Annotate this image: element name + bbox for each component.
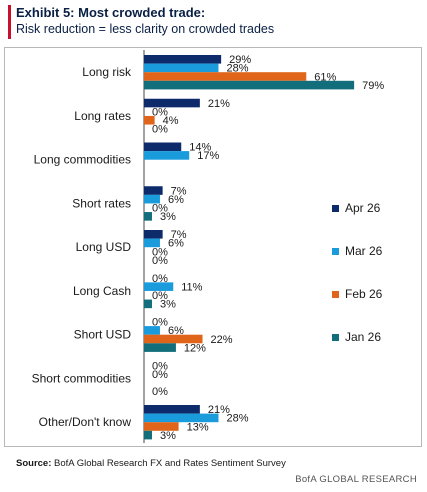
value-label-short-rates-jan-26: 3% — [160, 211, 176, 223]
value-label-long-commodities-mar-26: 17% — [197, 150, 219, 162]
value-label-long-cash-jan-26: 3% — [160, 299, 176, 311]
bar-short-usd-mar-26 — [144, 326, 160, 335]
bar-short-rates-jan-26 — [144, 212, 152, 221]
bar-long-commodities-apr-26 — [144, 142, 182, 152]
value-label-short-usd-feb-26: 22% — [211, 334, 233, 346]
value-label-other-don-t-know-jan-26: 3% — [160, 430, 176, 442]
category-label-other-don-t-know: Other/Don't know — [39, 415, 132, 429]
value-label-long-usd-feb-26: 0% — [152, 246, 168, 258]
legend-label-feb-26: Feb 26 — [345, 287, 383, 301]
bar-long-usd-mar-26 — [144, 238, 160, 248]
value-label-long-cash-apr-26: 0% — [152, 273, 168, 285]
title-accent-bar — [8, 5, 11, 39]
value-label-long-risk-apr-26: 29% — [229, 54, 251, 66]
legend-label-mar-26: Mar 26 — [345, 244, 383, 258]
source-note: Source: BofA Global Research FX and Rate… — [16, 458, 286, 469]
chart-subtitle: Risk reduction = less clarity on crowded… — [16, 22, 275, 36]
bar-long-risk-apr-26 — [144, 55, 222, 64]
bar-other-don-t-know-apr-26 — [144, 405, 200, 414]
category-label-short-usd: Short USD — [74, 328, 132, 342]
value-label-short-usd-mar-26: 6% — [168, 325, 184, 337]
value-label-long-risk-mar-26: 28% — [226, 63, 248, 75]
bar-long-risk-feb-26 — [144, 72, 307, 81]
bar-long-risk-jan-26 — [144, 80, 355, 90]
value-label-long-rates-feb-26: 4% — [163, 115, 179, 127]
value-label-short-commodities-apr-26: 0% — [152, 360, 168, 372]
value-label-short-commodities-mar-26: 0% — [152, 369, 168, 381]
bar-long-commodities-mar-26 — [144, 151, 190, 160]
value-label-long-risk-jan-26: 79% — [362, 80, 384, 92]
legend-swatch-feb-26 — [332, 291, 339, 298]
bar-long-cash-mar-26 — [144, 282, 174, 291]
bar-long-cash-jan-26 — [144, 299, 152, 309]
value-label-other-don-t-know-feb-26: 13% — [187, 421, 209, 433]
value-label-long-rates-mar-26: 0% — [152, 106, 168, 118]
brand-label: BofA GLOBAL RESEARCH — [295, 474, 417, 485]
value-label-long-rates-jan-26: 0% — [152, 124, 168, 136]
chart-title: Exhibit 5: Most crowded trade: — [16, 5, 206, 20]
bar-other-don-t-know-mar-26 — [144, 413, 219, 423]
bar-long-risk-mar-26 — [144, 63, 219, 73]
legend-swatch-apr-26 — [332, 205, 339, 212]
value-label-short-rates-mar-26: 6% — [168, 194, 184, 206]
chart-frame — [4, 47, 422, 447]
value-label-long-usd-apr-26: 7% — [171, 229, 187, 241]
bar-long-usd-apr-26 — [144, 230, 163, 239]
legend-swatch-jan-26 — [332, 334, 339, 341]
category-label-long-usd: Long USD — [76, 240, 132, 254]
value-label-long-usd-jan-26: 0% — [152, 255, 168, 267]
legend-label-apr-26: Apr 26 — [345, 201, 381, 215]
value-label-long-rates-apr-26: 21% — [208, 98, 230, 110]
value-label-long-usd-mar-26: 6% — [168, 238, 184, 250]
source-text: BofA Global Research FX and Rates Sentim… — [54, 458, 286, 469]
value-label-short-rates-apr-26: 7% — [171, 185, 187, 197]
value-label-other-don-t-know-apr-26: 21% — [208, 404, 230, 416]
bar-short-usd-feb-26 — [144, 334, 203, 344]
bar-long-rates-feb-26 — [144, 115, 155, 125]
legend-swatch-mar-26 — [332, 248, 339, 255]
bar-other-don-t-know-jan-26 — [144, 430, 152, 440]
category-label-long-commodities: Long commodities — [34, 153, 131, 167]
value-label-long-risk-feb-26: 61% — [314, 71, 336, 83]
bar-short-usd-jan-26 — [144, 343, 176, 352]
value-label-long-commodities-apr-26: 14% — [189, 142, 211, 154]
category-label-short-commodities: Short commodities — [32, 371, 131, 385]
category-label-long-cash: Long Cash — [73, 284, 131, 298]
legend-label-jan-26: Jan 26 — [345, 330, 381, 344]
category-label-long-rates: Long rates — [74, 109, 131, 123]
source-label: Source: — [16, 458, 52, 469]
category-label-short-rates: Short rates — [72, 196, 131, 210]
value-label-other-don-t-know-mar-26: 28% — [226, 413, 248, 425]
value-label-short-commodities-jan-26: 0% — [152, 386, 168, 398]
bar-other-don-t-know-feb-26 — [144, 422, 179, 431]
bar-short-rates-mar-26 — [144, 194, 160, 204]
value-label-short-rates-feb-26: 0% — [152, 203, 168, 215]
value-label-long-cash-feb-26: 0% — [152, 290, 168, 302]
bar-short-rates-apr-26 — [144, 186, 163, 195]
category-label-long-risk: Long risk — [82, 65, 132, 79]
value-label-short-usd-jan-26: 12% — [184, 342, 206, 354]
value-label-short-usd-apr-26: 0% — [152, 317, 168, 329]
bar-long-rates-apr-26 — [144, 98, 200, 108]
value-label-long-cash-mar-26: 11% — [181, 281, 202, 293]
